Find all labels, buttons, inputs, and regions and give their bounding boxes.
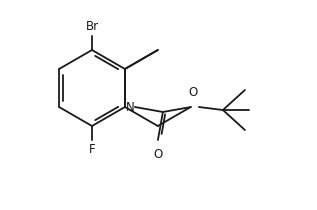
Text: F: F: [89, 143, 95, 156]
Text: O: O: [153, 148, 163, 161]
Text: Br: Br: [86, 20, 99, 33]
Text: N: N: [126, 101, 135, 113]
Text: O: O: [188, 86, 197, 99]
